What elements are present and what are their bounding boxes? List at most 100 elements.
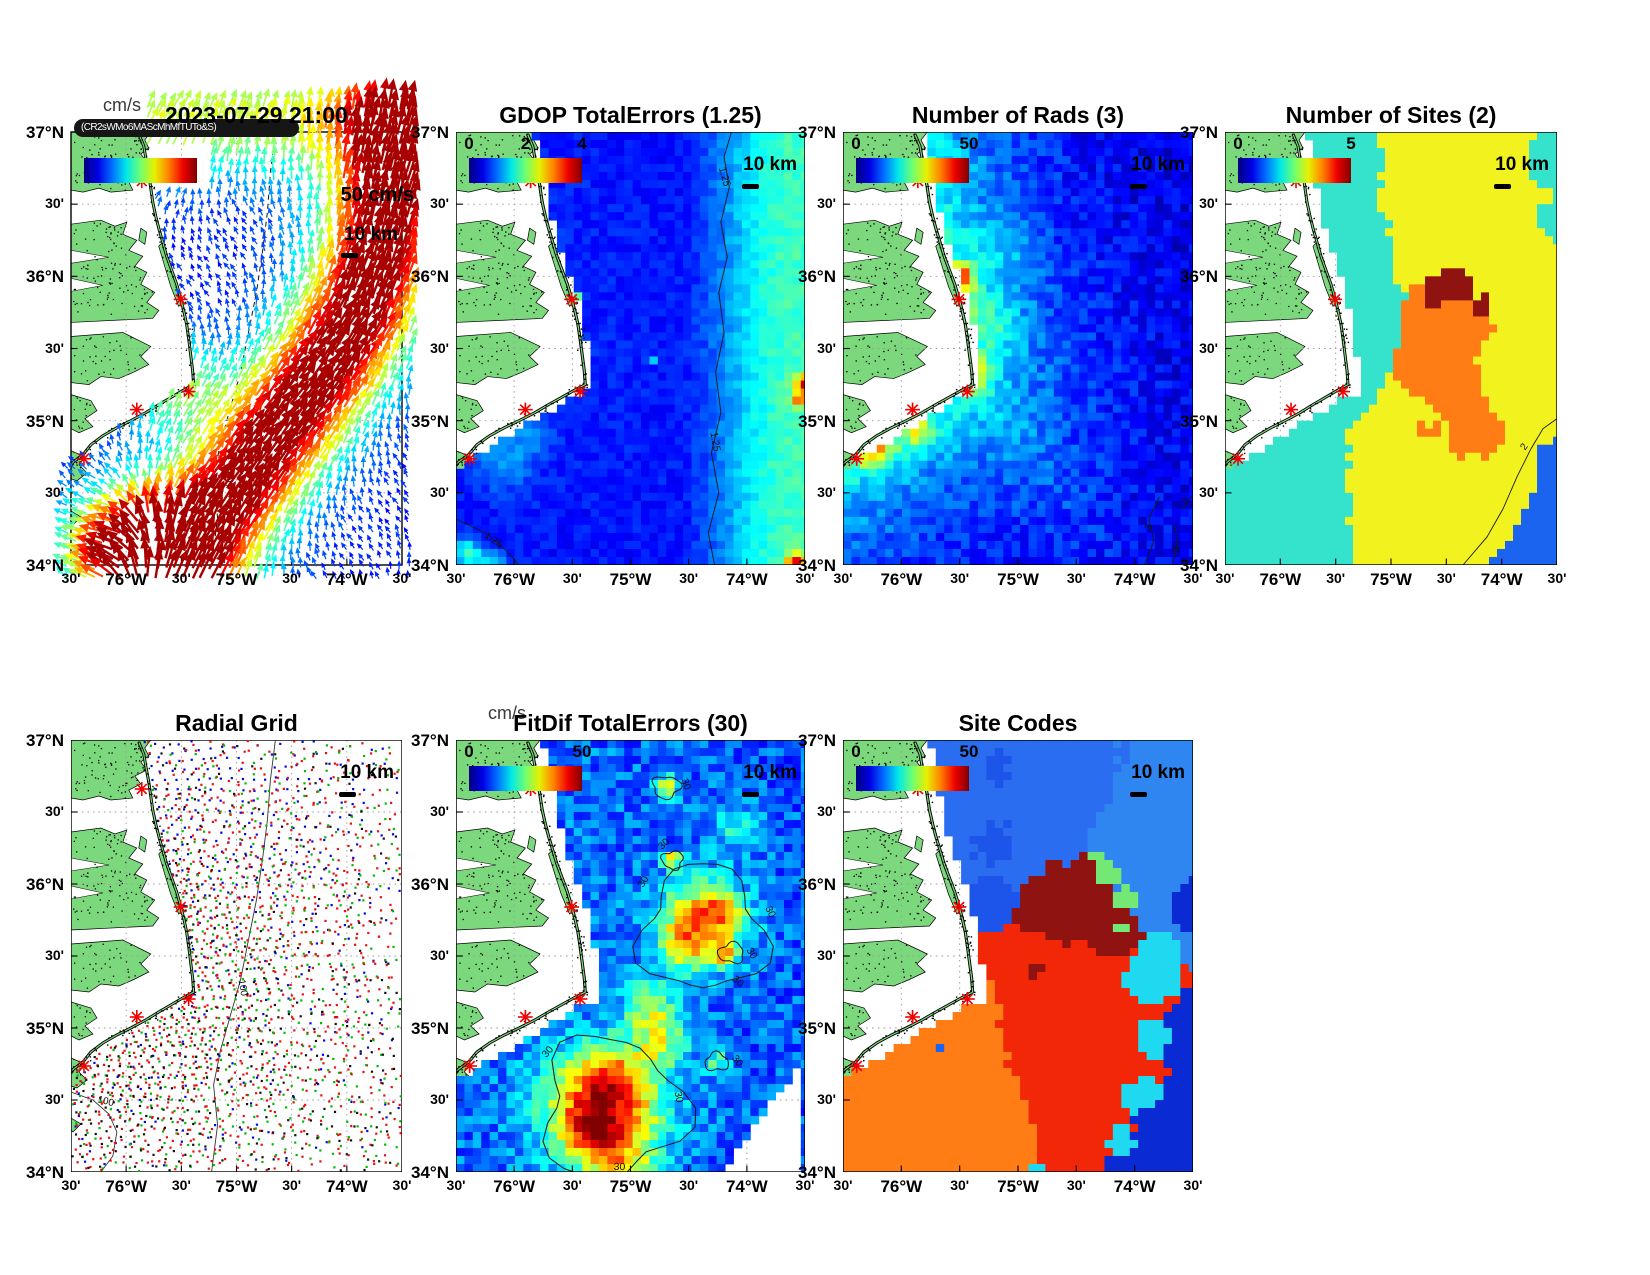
contour-loop: [660, 850, 684, 872]
radar-site-marker: [173, 292, 188, 307]
land-speckles: [73, 742, 164, 1083]
y-axis-tick-label: 37°N: [411, 731, 449, 750]
y-axis-tick-label: 34°N: [1180, 556, 1218, 575]
x-axis-tick-label: 30': [562, 1177, 582, 1193]
radar-site-marker: [849, 451, 865, 466]
x-axis-tick-label: 30': [1183, 570, 1203, 586]
panel-title: 2023-07-29 21:00: [164, 102, 348, 128]
contour-label: 30: [762, 905, 777, 920]
x-axis-tick-label: 75°W: [215, 570, 258, 589]
scale-bar: [1130, 184, 1147, 189]
map-panel-gdop-errors: GDOP TotalErrors (1.25) 1.25 1.25 1.25 10 …: [411, 102, 814, 589]
radar-site-marker: [951, 900, 967, 914]
x-axis-tick-label: 30': [679, 570, 699, 586]
x-axis-tick-label: 30': [795, 1177, 815, 1193]
scale-label: 10 km: [743, 762, 797, 783]
x-axis-tick-label: 30': [1436, 570, 1456, 586]
scale-label: 10 km: [1131, 154, 1185, 175]
category-cells: [1225, 132, 1557, 565]
x-axis-tick-label: 75°W: [609, 570, 652, 589]
x-axis-tick-label: 76°W: [493, 570, 536, 589]
radar-site-marker: [134, 782, 149, 796]
heatmap-cells: [843, 132, 1193, 565]
colorbar-tick-label: 0: [851, 134, 861, 153]
contour-line: [707, 132, 732, 565]
radar-site-marker: [518, 402, 533, 417]
y-axis-tick-label: 30': [430, 1091, 449, 1107]
contour-label: 1.25: [707, 431, 722, 452]
y-axis-tick-label: 30': [430, 947, 449, 963]
contour-loop: [704, 1050, 729, 1072]
radar-site-marker: [572, 992, 588, 1006]
y-axis-tick-label: 30': [45, 947, 64, 963]
y-axis-tick-label: 36°N: [798, 875, 836, 894]
x-axis-tick-label: 30': [1066, 1177, 1086, 1193]
map-panel-fitdif-errors: cm/s FitDif TotalErrors (30) 30 30 30 30 30 3…: [411, 703, 814, 1196]
radar-site-marker: [905, 402, 920, 417]
map-panel-radial-grid: Radial Grid 100 100 10 km 37°N 30' 36°N 30' 3…: [26, 710, 411, 1196]
x-axis-tick-label: 30': [1183, 1177, 1203, 1193]
contour-line: [1462, 418, 1557, 565]
radar-site-marker: [173, 900, 188, 914]
x-axis-tick-label: 76°W: [105, 1177, 148, 1196]
x-axis-tick-label: 75°W: [609, 1177, 652, 1196]
x-axis-tick-label: 74°W: [325, 570, 368, 589]
y-axis-tick-label: 35°N: [798, 1019, 836, 1038]
map-panel-number-of-rads: Number of Rads (3) 3 3 3 10 km 37°N 30' 36°N…: [798, 102, 1202, 589]
panel-title: Number of Sites (2): [1285, 102, 1497, 128]
x-axis-tick-label: 74°W: [725, 570, 768, 589]
colorbar: [856, 766, 969, 791]
contour-line: [1144, 496, 1160, 565]
y-axis-tick-label: 37°N: [798, 731, 836, 750]
x-axis-tick-label: 75°W: [997, 570, 1039, 589]
x-axis-tick-label: 30': [392, 1177, 412, 1193]
radar-site-marker: [849, 1059, 865, 1073]
x-axis-tick-label: 74°W: [325, 1177, 368, 1196]
panel-title: GDOP TotalErrors (1.25): [499, 102, 762, 128]
contour-label: 30: [678, 777, 693, 791]
x-axis-tick-label: 30': [795, 570, 815, 586]
y-axis-tick-label: 36°N: [411, 267, 449, 287]
y-axis-tick-label: 30': [430, 195, 449, 212]
speed-reference-label: 50 cm/s: [340, 184, 414, 206]
colorbar-tick-label: 0: [851, 742, 861, 761]
colorbar: [856, 158, 969, 183]
x-axis-tick-label: 30': [392, 570, 412, 586]
colorbar: [469, 158, 582, 183]
y-axis-tick-label: 30': [1199, 483, 1218, 500]
x-axis-tick-label: 74°W: [725, 1177, 768, 1196]
x-axis-tick-label: 30': [1547, 570, 1567, 586]
colorbar-ticks: 0 50: [851, 742, 978, 764]
x-axis-tick-label: 76°W: [1259, 570, 1302, 589]
contour-loop: [632, 863, 774, 989]
radar-site-marker: [572, 384, 588, 399]
contour-label: 2: [1518, 441, 1530, 452]
x-axis-tick-label: 30': [1326, 570, 1346, 586]
y-axis-tick-label: 34°N: [798, 556, 836, 575]
x-axis-tick-label: 76°W: [880, 570, 923, 589]
y-axis-tick-label: 30': [430, 483, 449, 500]
y-axis-tick-label: 30': [817, 195, 836, 212]
x-axis-tick-label: 75°W: [215, 1177, 258, 1196]
colorbar-tick-label: 5: [1346, 134, 1356, 153]
y-axis-tick-label: 37°N: [1180, 123, 1218, 142]
y-axis-tick-label: 30': [45, 803, 64, 819]
contour-label: 30: [743, 946, 759, 961]
y-axis-tick-label: 36°N: [798, 267, 836, 287]
radar-site-marker: [181, 992, 196, 1006]
colorbar-tick-label: 2: [520, 134, 531, 153]
scale-bar: [1130, 792, 1147, 797]
scale-label: 10 km: [344, 224, 398, 245]
contour-label: 30: [729, 1054, 745, 1069]
station-list-badge: (CR2sWMo6MAScMhMfTUTo&S): [74, 119, 299, 137]
scale-label: 10 km: [1131, 762, 1185, 783]
y-axis-tick-label: 37°N: [798, 123, 836, 142]
contour-line: [1171, 524, 1179, 565]
x-axis-tick-label: 30': [171, 570, 191, 586]
x-axis-tick-label: 30': [950, 570, 970, 586]
contour-line: [1182, 494, 1193, 510]
heatmap-cells: [456, 740, 805, 1172]
y-axis-tick-label: 34°N: [798, 1163, 836, 1182]
